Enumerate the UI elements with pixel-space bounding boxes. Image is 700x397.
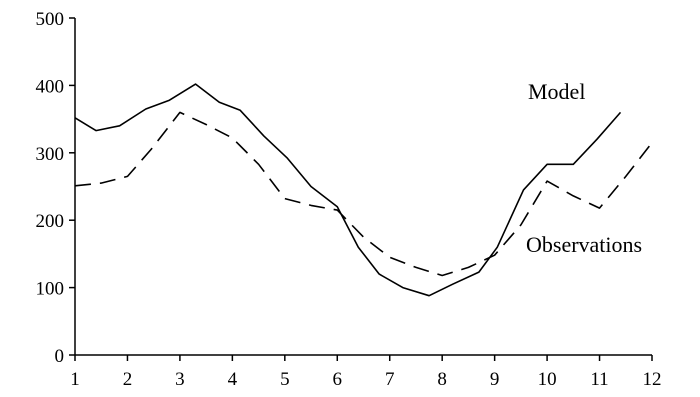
model-series-label: Model bbox=[528, 79, 585, 104]
series-layer bbox=[74, 83, 653, 297]
x-tick-label: 3 bbox=[175, 369, 185, 390]
model-series-line bbox=[74, 83, 622, 297]
x-tick-label: 2 bbox=[123, 369, 133, 390]
x-tick-label: 7 bbox=[385, 369, 395, 390]
x-tick-label: 12 bbox=[643, 369, 662, 390]
x-tick-label: 10 bbox=[538, 369, 557, 390]
x-tick-label: 9 bbox=[490, 369, 500, 390]
observations-series-line bbox=[74, 111, 653, 277]
x-tick-label: 8 bbox=[437, 369, 447, 390]
observations-series-label: Observations bbox=[526, 232, 642, 257]
x-tick-label: 4 bbox=[228, 369, 238, 390]
y-tick-label: 100 bbox=[36, 279, 65, 300]
y-tick-label: 300 bbox=[36, 144, 65, 165]
y-tick-label: 500 bbox=[36, 9, 65, 30]
x-tick-label: 1 bbox=[70, 369, 80, 390]
y-tick-label: 200 bbox=[36, 211, 65, 232]
x-tick-label: 11 bbox=[590, 369, 608, 390]
y-tick-label: 0 bbox=[55, 346, 65, 367]
x-tick-label: 5 bbox=[280, 369, 290, 390]
y-tick-label: 400 bbox=[36, 76, 65, 97]
x-tick-label: 6 bbox=[333, 369, 343, 390]
